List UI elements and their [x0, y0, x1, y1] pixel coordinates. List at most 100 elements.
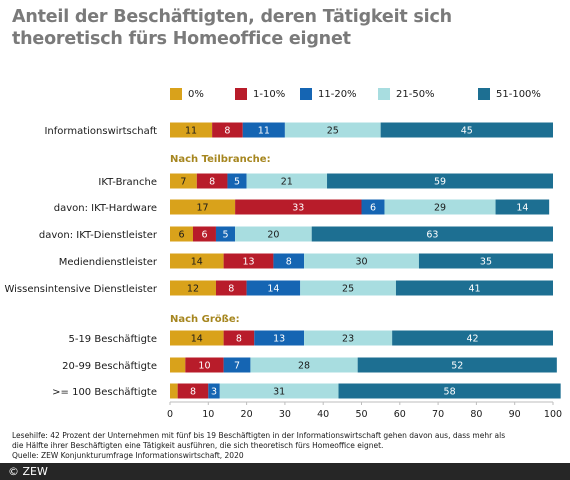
data-label: 17 — [197, 203, 209, 214]
data-label: 6 — [370, 203, 376, 214]
bar-segment — [284, 122, 381, 138]
bar-segment — [170, 280, 216, 296]
data-label: 14 — [191, 334, 203, 345]
data-label: 11 — [185, 126, 197, 137]
data-label: 23 — [342, 334, 354, 345]
bar-segment — [304, 330, 393, 346]
bar-segment — [495, 199, 550, 215]
row-label: 5-19 Beschäftigte — [68, 334, 157, 345]
bar-segment — [208, 383, 220, 399]
bar-segment — [170, 330, 224, 346]
notes: Lesehilfe: 42 Prozent der Unternehmen mi… — [12, 431, 564, 461]
legend-swatch — [478, 88, 490, 100]
x-tick-label: 60 — [394, 409, 406, 420]
bar-segment — [192, 226, 216, 242]
data-label: 33 — [292, 203, 304, 214]
data-label: 21 — [281, 177, 293, 188]
bar-segment — [170, 122, 213, 138]
bar-segment — [170, 173, 197, 189]
data-label: 28 — [298, 361, 310, 372]
data-label: 8 — [228, 284, 234, 295]
source-line: Quelle: ZEW Konjunkturumfrage Informatio… — [12, 451, 244, 460]
bar-segment — [170, 357, 186, 373]
data-label: 52 — [451, 361, 463, 372]
bar-segment — [227, 173, 247, 189]
bar-segment — [196, 173, 228, 189]
data-label: 7 — [180, 177, 186, 188]
data-label: 25 — [342, 284, 354, 295]
data-label: 3 — [211, 387, 217, 398]
bar-segment — [212, 122, 243, 138]
row-label: Wissensintensive Dienstleister — [4, 284, 157, 295]
x-tick-label: 10 — [202, 409, 214, 420]
data-label: 58 — [444, 387, 456, 398]
row-label: >= 100 Beschäftigte — [52, 387, 157, 398]
row-label: IKT-Branche — [98, 177, 157, 188]
bar-segment — [392, 330, 553, 346]
data-label: 29 — [434, 203, 446, 214]
x-tick-label: 20 — [241, 409, 253, 420]
bar-segment — [215, 280, 247, 296]
bar-segment — [311, 226, 553, 242]
bar-segment — [177, 383, 209, 399]
legend-label: 51-100% — [496, 88, 541, 100]
row-label: 20-99 Beschäftigte — [62, 361, 157, 372]
data-label: 14 — [191, 257, 203, 268]
bar-segment — [304, 253, 419, 269]
bar-segment — [170, 226, 193, 242]
data-label: 30 — [355, 257, 367, 268]
legend-swatch — [235, 88, 247, 100]
bar-segment — [215, 226, 236, 242]
legend-label: 1-10% — [253, 88, 286, 100]
bar-segment — [338, 383, 561, 399]
legend-item: 51-100% — [478, 86, 541, 102]
row-label: davon: IKT-Hardware — [54, 203, 157, 214]
data-label: 42 — [467, 334, 479, 345]
row-label: davon: IKT-Dienstleister — [39, 230, 158, 241]
bar-segment — [170, 253, 224, 269]
x-tick-label: 30 — [279, 409, 291, 420]
data-label: 41 — [468, 284, 480, 295]
group-heading: Nach Teilbranche: — [170, 154, 271, 165]
legend-label: 0% — [188, 88, 204, 100]
x-tick-label: 70 — [432, 409, 444, 420]
bar-segment — [235, 226, 312, 242]
data-label: 63 — [426, 230, 438, 241]
data-label: 8 — [190, 387, 196, 398]
data-label: 8 — [224, 126, 230, 137]
legend-label: 21-50% — [396, 88, 435, 100]
bar-segment — [223, 330, 255, 346]
data-label: 11 — [258, 126, 270, 137]
data-label: 13 — [273, 334, 285, 345]
bar-segment — [170, 199, 236, 215]
bar-segment — [384, 199, 496, 215]
bar-segment — [223, 253, 274, 269]
data-label: 13 — [242, 257, 254, 268]
x-tick-label: 40 — [317, 409, 329, 420]
row-label: Mediendienstleister — [59, 257, 158, 268]
note-line-2: die Hälfte ihrer Beschäftigten eine Täti… — [12, 441, 384, 450]
data-label: 10 — [198, 361, 210, 372]
data-label: 45 — [461, 126, 473, 137]
legend-label: 11-20% — [318, 88, 357, 100]
bar-segment — [235, 199, 362, 215]
bar-segment — [246, 173, 328, 189]
data-label: 5 — [234, 177, 240, 188]
legend: 0% 1-10% 11-20% 21-50% 51-100% — [0, 86, 570, 102]
legend-item: 21-50% — [378, 86, 435, 102]
legend-item: 11-20% — [300, 86, 357, 102]
chart-canvas: Informationswirtschaft 11 8 11 25 45 Nach Teil… — [4, 122, 562, 420]
bar-segment — [380, 122, 553, 138]
legend-swatch — [170, 88, 182, 100]
data-label: 59 — [434, 177, 446, 188]
bar-segment — [418, 253, 553, 269]
bar-segment — [219, 383, 339, 399]
bar-segment — [395, 280, 553, 296]
bar-segment — [361, 199, 385, 215]
copyright-label: © ZEW — [8, 465, 48, 478]
row-label: Informationswirtschaft — [44, 126, 157, 137]
data-label: 5 — [223, 230, 229, 241]
bar-segment — [246, 280, 301, 296]
x-tick-label: 100 — [544, 409, 562, 420]
bar-segment — [242, 122, 285, 138]
